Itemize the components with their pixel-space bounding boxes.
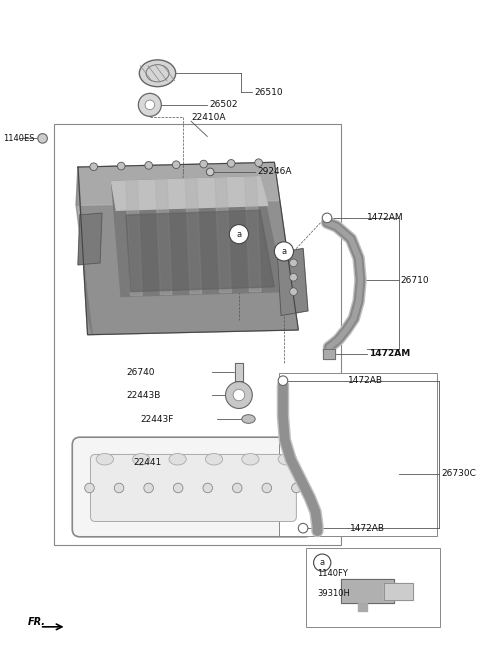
Ellipse shape (278, 453, 295, 465)
Ellipse shape (132, 453, 150, 465)
Polygon shape (78, 162, 298, 334)
Circle shape (275, 242, 293, 261)
Text: 29246A: 29246A (257, 168, 292, 177)
Circle shape (289, 288, 297, 296)
Circle shape (38, 133, 48, 143)
Circle shape (232, 483, 242, 493)
Circle shape (322, 213, 332, 223)
Circle shape (114, 483, 124, 493)
Circle shape (229, 225, 249, 244)
Circle shape (203, 483, 213, 493)
Bar (306, 549, 440, 627)
Circle shape (145, 100, 155, 110)
Text: 26502: 26502 (209, 101, 238, 109)
Text: 22441: 22441 (133, 458, 162, 466)
Text: 26740: 26740 (126, 367, 155, 376)
Polygon shape (215, 177, 231, 292)
Text: a: a (281, 247, 287, 256)
Polygon shape (323, 349, 335, 359)
Polygon shape (245, 177, 261, 292)
Circle shape (233, 390, 245, 401)
Text: 1472AM: 1472AM (369, 350, 410, 358)
Text: 22443F: 22443F (140, 415, 174, 424)
Text: 1472AM: 1472AM (367, 214, 404, 222)
Circle shape (291, 483, 301, 493)
Polygon shape (78, 213, 102, 265)
Circle shape (172, 161, 180, 169)
Circle shape (298, 524, 308, 533)
Text: 1472AB: 1472AB (348, 376, 383, 385)
Circle shape (289, 259, 297, 267)
Polygon shape (111, 177, 284, 296)
Text: 1140FY: 1140FY (317, 569, 348, 578)
Polygon shape (235, 363, 243, 380)
Circle shape (200, 160, 207, 168)
Circle shape (313, 554, 331, 572)
Circle shape (278, 376, 288, 386)
Circle shape (226, 382, 252, 409)
Text: 39310H: 39310H (317, 589, 350, 598)
Circle shape (118, 162, 125, 170)
FancyBboxPatch shape (90, 455, 296, 522)
Polygon shape (156, 179, 172, 294)
Circle shape (145, 162, 153, 170)
Polygon shape (126, 210, 275, 292)
Circle shape (173, 483, 183, 493)
Polygon shape (358, 603, 367, 610)
Circle shape (90, 163, 97, 171)
Circle shape (138, 93, 161, 116)
Polygon shape (384, 583, 413, 600)
Polygon shape (76, 167, 92, 334)
Text: a: a (320, 558, 325, 567)
Bar (54, 124, 341, 545)
FancyBboxPatch shape (72, 437, 312, 537)
Text: 22443B: 22443B (126, 390, 160, 399)
Circle shape (84, 483, 94, 493)
Circle shape (144, 483, 154, 493)
Text: 1140ES: 1140ES (3, 134, 35, 143)
Ellipse shape (96, 453, 113, 465)
Text: FR.: FR. (28, 618, 46, 627)
Ellipse shape (139, 60, 176, 87)
Text: a: a (236, 230, 241, 238)
Circle shape (255, 159, 263, 166)
Text: 1472AB: 1472AB (350, 524, 385, 533)
Polygon shape (277, 248, 308, 315)
Polygon shape (76, 162, 279, 206)
Ellipse shape (169, 453, 186, 465)
Ellipse shape (242, 415, 255, 423)
Polygon shape (185, 179, 202, 294)
Bar (279, 373, 437, 536)
Circle shape (228, 160, 235, 168)
Text: 26730C: 26730C (441, 469, 476, 478)
Ellipse shape (205, 453, 223, 465)
Polygon shape (341, 579, 394, 603)
Circle shape (262, 483, 272, 493)
Polygon shape (111, 177, 268, 210)
Text: 26510: 26510 (254, 88, 283, 97)
Circle shape (206, 168, 214, 175)
Text: 22410A: 22410A (191, 113, 226, 122)
Ellipse shape (242, 453, 259, 465)
Polygon shape (126, 181, 142, 296)
Circle shape (289, 273, 297, 281)
Text: 26710: 26710 (401, 276, 430, 284)
